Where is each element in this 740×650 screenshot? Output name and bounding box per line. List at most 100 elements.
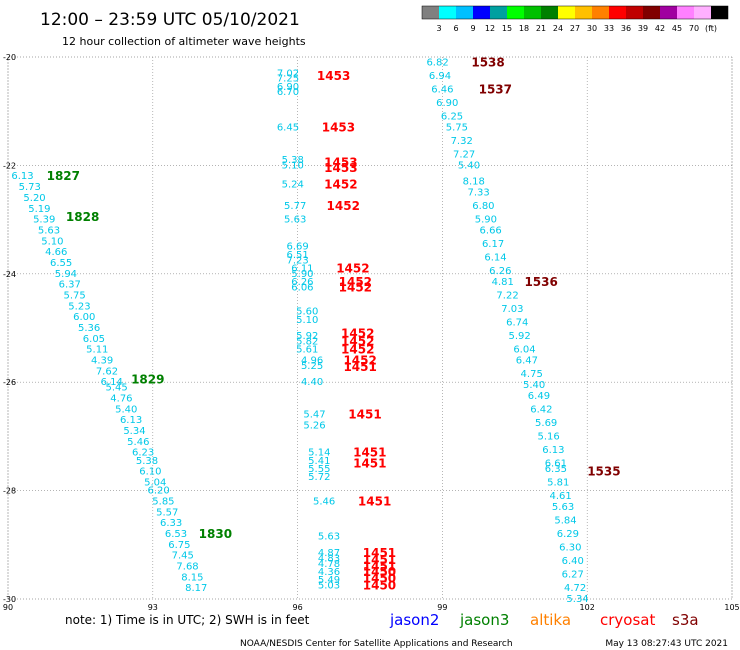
swh-value: 6.66 xyxy=(480,225,502,236)
x-tick-label: 105 xyxy=(724,603,739,612)
colorbar-swatch xyxy=(490,6,507,19)
colorbar-swatch xyxy=(524,6,541,19)
swh-value: 6.45 xyxy=(277,122,299,133)
swh-value: 6.40 xyxy=(562,556,584,567)
swh-value: 6.42 xyxy=(530,404,552,415)
swh-value: 7.02 xyxy=(277,68,299,79)
swh-value: 7.22 xyxy=(496,290,518,301)
swh-value: 5.46 xyxy=(313,496,335,507)
swh-value: 6.51 xyxy=(286,250,308,261)
pass-time-label: 1827 xyxy=(47,169,80,183)
swh-value: 5.24 xyxy=(282,179,304,190)
pass-time-label: 1452 xyxy=(339,280,372,294)
swh-value: 5.63 xyxy=(552,502,574,513)
swh-value: 4.40 xyxy=(301,377,323,388)
colorbar-swatch xyxy=(609,6,626,19)
y-tick-label: -26 xyxy=(3,378,16,387)
colorbar-label: 27 xyxy=(570,24,580,33)
swh-value: 5.16 xyxy=(537,431,559,442)
swh-value: 6.35 xyxy=(545,464,567,475)
colorbar-label: 9 xyxy=(470,24,475,33)
y-axis-ticks: -20 -22 -24 -26 -28 -30 xyxy=(3,53,16,604)
pass-time-label: 1451 xyxy=(348,408,381,422)
footer-timestamp: May 13 08:27:43 UTC 2021 xyxy=(605,639,728,649)
pass-time-label: 1452 xyxy=(339,275,372,289)
colorbar-swatch xyxy=(439,6,456,19)
swh-value: 6.26 xyxy=(489,266,511,277)
swh-value: 5.57 xyxy=(156,507,178,518)
swh-value: 6.25 xyxy=(441,112,463,123)
pass-time-label: 1453 xyxy=(322,120,355,134)
pass-time-label: 1828 xyxy=(66,210,99,224)
swh-value: 7.33 xyxy=(467,188,489,199)
colorbar-label: 30 xyxy=(587,24,597,33)
swh-value: 5.84 xyxy=(554,515,576,526)
colorbar-swatch xyxy=(422,6,439,19)
swh-value: 6.04 xyxy=(513,345,535,356)
swh-value: 5.55 xyxy=(308,464,330,475)
y-tick-label: -22 xyxy=(3,161,16,170)
pass-time-label: 1452 xyxy=(327,199,360,213)
swh-value: 5.10 xyxy=(296,315,318,326)
chart-title: 12:00 – 23:59 UTC 05/10/2021 xyxy=(40,10,300,30)
swh-value: 5.92 xyxy=(296,331,318,342)
swh-value: 6.06 xyxy=(291,282,313,293)
grid-lines xyxy=(7,56,733,600)
swh-value: 5.82 xyxy=(296,337,318,348)
swh-value: 4.66 xyxy=(45,247,67,258)
swh-value: 5.40 xyxy=(458,160,480,171)
swh-value: 6.90 xyxy=(277,82,299,93)
swh-value: 5.10 xyxy=(282,160,304,171)
swh-value: 5.40 xyxy=(523,380,545,391)
swh-value: 5.77 xyxy=(284,201,306,212)
swh-value: 5.60 xyxy=(296,307,318,318)
satellite-jason2: jason2 xyxy=(389,611,439,629)
pass-time-label: 1451 xyxy=(353,446,386,460)
swh-value: 6.14 xyxy=(484,253,506,264)
x-axis-ticks: 90 93 96 99 102 105 xyxy=(3,603,740,612)
swh-value: 5.04 xyxy=(144,477,166,488)
pass-time-label: 1451 xyxy=(363,553,396,567)
swh-value: 5.25 xyxy=(301,361,323,372)
swh-value: 5.63 xyxy=(38,225,60,236)
colorbar-legend: 3 6 9 12 15 18 21 24 27 30 33 36 39 42 45 70 (ft) xyxy=(421,5,729,33)
colorbar-label: 6 xyxy=(453,24,458,33)
pass-time-label: 1451 xyxy=(353,457,386,471)
y-tick-label: -30 xyxy=(3,595,16,604)
swh-value: 5.73 xyxy=(19,182,41,193)
colorbar-swatch xyxy=(711,6,728,19)
colorbar-label: 12 xyxy=(485,24,495,33)
swh-value: 6.53 xyxy=(165,529,187,540)
colorbar-label: 36 xyxy=(621,24,631,33)
swh-value: 5.36 xyxy=(78,323,100,334)
swh-value: 6.46 xyxy=(431,85,453,96)
pass-time-label: 1451 xyxy=(343,360,376,374)
swh-value: 5.46 xyxy=(127,437,149,448)
swh-value: 7.25 xyxy=(277,74,299,85)
pass-time-label: 1451 xyxy=(363,559,396,573)
swh-value: 7.62 xyxy=(96,366,118,377)
swh-value: 5.90 xyxy=(291,269,313,280)
colorbar-swatch xyxy=(643,6,660,19)
colorbar-swatch xyxy=(626,6,643,19)
swh-value: 5.11 xyxy=(86,345,108,356)
x-tick-label: 96 xyxy=(293,603,303,612)
colorbar-swatch xyxy=(507,6,524,19)
colorbar-label: 42 xyxy=(655,24,665,33)
swh-value: 6.75 xyxy=(168,540,190,551)
satellite-jason3: jason3 xyxy=(459,611,509,629)
pass-time-label: 1453 xyxy=(324,156,357,170)
pass-time-label: 1452 xyxy=(341,335,374,349)
satellite-cryosat: cryosat xyxy=(600,611,655,629)
y-tick-label: -28 xyxy=(3,487,16,496)
colorbar-swatch xyxy=(660,6,677,19)
swh-value: 6.74 xyxy=(506,318,528,329)
swh-value: 4.72 xyxy=(564,583,586,594)
swh-value: 5.90 xyxy=(475,215,497,226)
pass-time-label: 1538 xyxy=(471,55,504,69)
colorbar-label: 15 xyxy=(502,24,512,33)
swh-value: 6.55 xyxy=(50,258,72,269)
swh-value: 5.69 xyxy=(535,418,557,429)
swh-value: 6.13 xyxy=(542,445,564,456)
